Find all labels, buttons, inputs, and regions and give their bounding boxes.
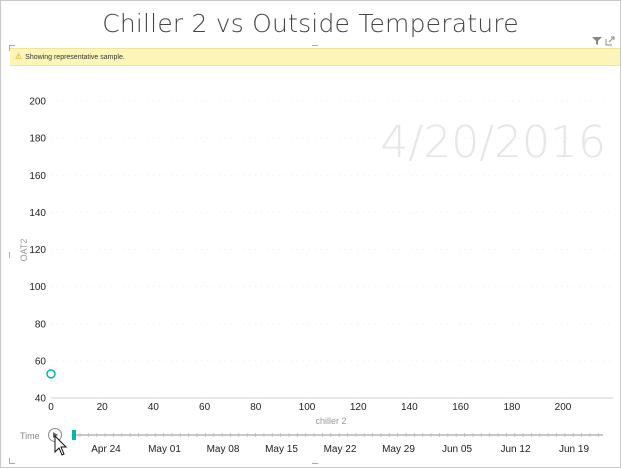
- y-axis-title: OAT2: [19, 239, 29, 262]
- x-tick-label: 160: [452, 402, 469, 413]
- play-axis-tick-label: May 22: [324, 444, 357, 455]
- play-axis-tick-label: Jun 12: [500, 444, 530, 455]
- gridlines: [50, 100, 613, 399]
- resize-handle-left[interactable]: [9, 252, 15, 258]
- mouse-cursor-icon: [54, 434, 68, 456]
- x-tick-label: 180: [503, 402, 520, 413]
- x-tick-label: 80: [250, 402, 262, 413]
- play-axis-tick-label: May 29: [382, 444, 415, 455]
- play-axis-tick-label: Apr 24: [91, 444, 121, 455]
- resize-handle-top-left[interactable]: [9, 45, 15, 51]
- scatter-point[interactable]: [46, 369, 56, 379]
- warning-icon: ⚠: [15, 52, 23, 61]
- filter-icon[interactable]: [592, 36, 602, 46]
- play-axis: Time Apr 24 May 01 May 08 May 15 May 22 May 2…: [20, 428, 603, 456]
- sample-warning-banner: ⚠ Showing representative sample.: [10, 48, 620, 66]
- resize-handle-bottom-left[interactable]: [9, 458, 15, 464]
- x-axis-title: chiller 2: [315, 416, 346, 426]
- chart-title: Chiller 2 vs Outside Temperature: [102, 9, 519, 38]
- x-tick-label: 0: [48, 402, 54, 413]
- play-axis-label: Time: [20, 431, 40, 441]
- x-tick-label: 60: [199, 402, 211, 413]
- x-tick-label: 140: [401, 402, 418, 413]
- sample-warning-text: Showing representative sample.: [25, 54, 125, 61]
- play-icon: [53, 432, 58, 438]
- play-axis-tick-label: May 01: [148, 444, 181, 455]
- y-tick-label: 120: [29, 245, 46, 256]
- x-tick-label: 20: [97, 402, 109, 413]
- y-tick-label: 200: [29, 97, 46, 108]
- x-tick-label: 120: [350, 402, 367, 413]
- y-tick-label: 100: [29, 282, 46, 293]
- resize-handle-top[interactable]: [312, 45, 318, 51]
- data-points[interactable]: [46, 369, 56, 379]
- x-tick-label: 100: [299, 402, 316, 413]
- x-axis: 0 20 40 60 80 100 120 140 160 180 200: [48, 402, 572, 413]
- x-tick-label: 40: [148, 402, 160, 413]
- focus-mode-icon[interactable]: [605, 36, 615, 46]
- y-tick-label: 40: [35, 394, 47, 405]
- y-tick-label: 180: [29, 134, 46, 145]
- visual-header-icons: [592, 36, 615, 46]
- play-axis-tick-label: Jun 19: [559, 444, 589, 455]
- play-axis-tick-label: May 08: [207, 444, 240, 455]
- x-tick-label: 200: [555, 402, 572, 413]
- y-axis: 40 60 80 100 120 140 160 180 200: [29, 97, 46, 405]
- play-axis-tick-label: Jun 05: [442, 444, 472, 455]
- y-tick-label: 80: [35, 319, 47, 330]
- y-tick-label: 60: [35, 356, 47, 367]
- play-axis-ticks: Apr 24 May 01 May 08 May 15 May 22 May 29 Jun …: [79, 433, 599, 455]
- y-tick-label: 160: [29, 171, 46, 182]
- play-axis-date-watermark: 4/20/2016: [380, 117, 606, 168]
- play-axis-tick-label: May 15: [265, 444, 298, 455]
- play-axis-slider-thumb[interactable]: [72, 430, 76, 440]
- y-tick-label: 140: [29, 208, 46, 219]
- resize-handle-bottom[interactable]: [312, 463, 318, 469]
